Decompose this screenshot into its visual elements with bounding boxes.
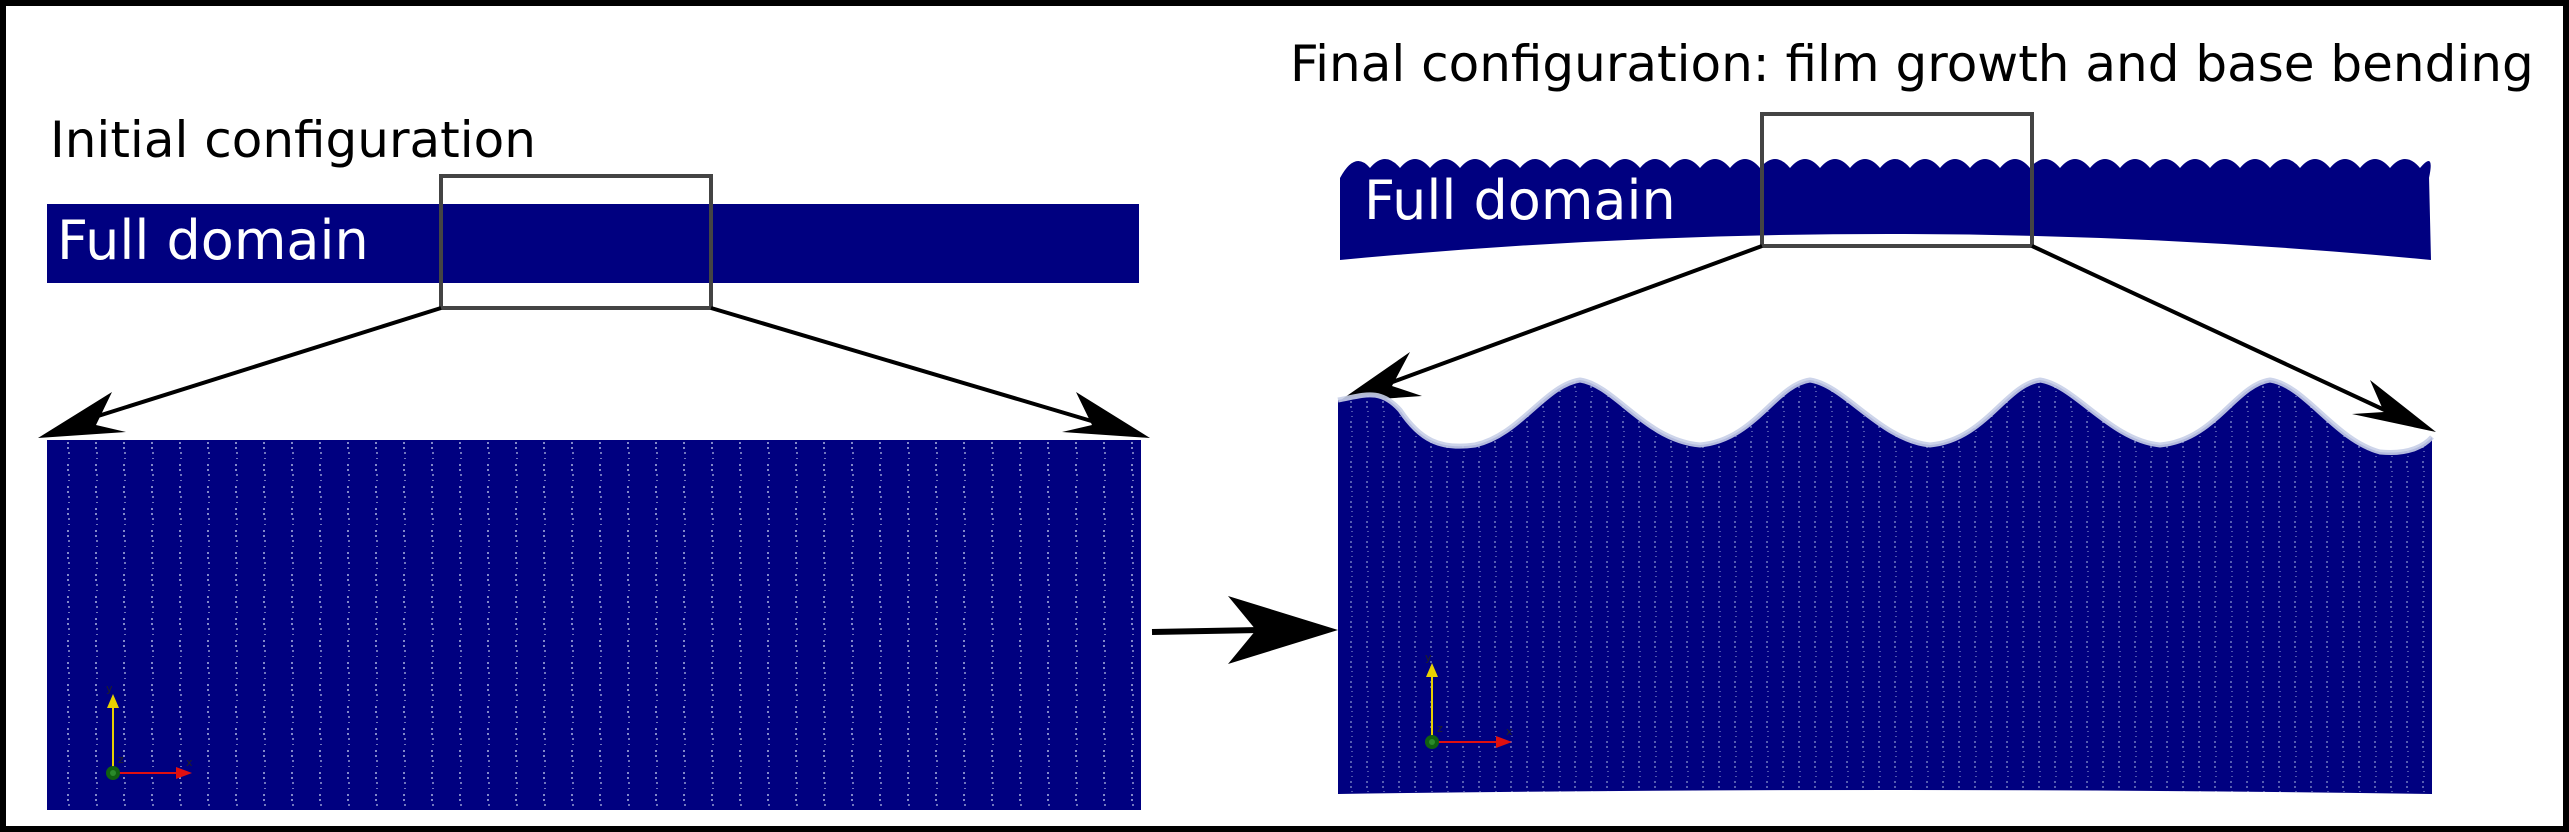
final-axes-triad: y x z xyxy=(1425,651,1513,749)
svg-text:z: z xyxy=(118,753,124,766)
final-configuration-panel: Final configuration: film growth and bas… xyxy=(1290,35,2534,794)
final-zoomed-mesh xyxy=(1338,380,2432,794)
initial-axes-triad: y x z xyxy=(106,682,193,780)
svg-text:x: x xyxy=(186,756,193,769)
final-zoom-arrowhead-left xyxy=(1338,352,1422,402)
final-title: Final configuration: film growth and bas… xyxy=(1290,35,2534,93)
initial-zoomed-mesh xyxy=(47,440,1141,810)
final-zoom-arrowhead-right xyxy=(2352,380,2436,432)
final-zoom-box xyxy=(1760,112,2034,248)
initial-configuration-panel: Initial configuration Full domain y x z xyxy=(38,111,1150,810)
initial-domain-label: Full domain xyxy=(57,209,369,272)
final-full-domain-strip xyxy=(1340,159,2431,260)
svg-text:y: y xyxy=(106,682,113,695)
initial-title: Initial configuration xyxy=(50,111,536,169)
final-zoom-line-left xyxy=(1359,244,1763,396)
final-zoom-line-right xyxy=(2031,244,2407,422)
final-domain-label: Full domain xyxy=(1364,169,1676,232)
initial-full-domain-strip xyxy=(47,204,1139,283)
final-film-layer xyxy=(1337,377,2434,456)
xyz-axes-triad-icon xyxy=(1429,739,1435,745)
xyz-axes-triad-icon xyxy=(110,770,116,776)
svg-text:x: x xyxy=(1506,725,1513,738)
arrow-right-icon xyxy=(1151,596,1338,664)
initial-zoom-arrowhead-right xyxy=(1062,392,1150,438)
initial-zoom-line-right xyxy=(710,306,1116,430)
initial-zoom-box xyxy=(439,174,713,310)
initial-zoom-arrowhead-left xyxy=(38,392,126,438)
svg-text:y: y xyxy=(1425,651,1432,664)
svg-text:z: z xyxy=(1437,722,1443,735)
initial-zoom-line-left xyxy=(59,306,442,430)
